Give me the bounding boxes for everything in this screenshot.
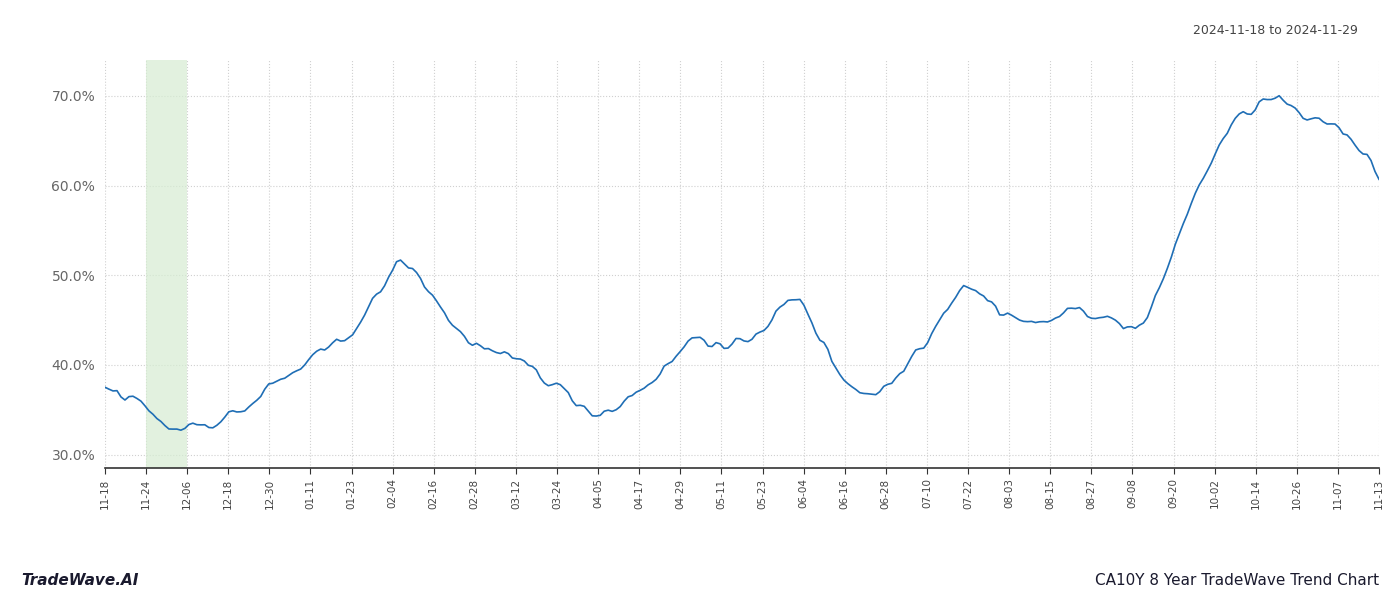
- Bar: [146, 60, 188, 468]
- Text: CA10Y 8 Year TradeWave Trend Chart: CA10Y 8 Year TradeWave Trend Chart: [1095, 573, 1379, 588]
- Text: TradeWave.AI: TradeWave.AI: [21, 573, 139, 588]
- Text: 2024-11-18 to 2024-11-29: 2024-11-18 to 2024-11-29: [1193, 24, 1358, 37]
